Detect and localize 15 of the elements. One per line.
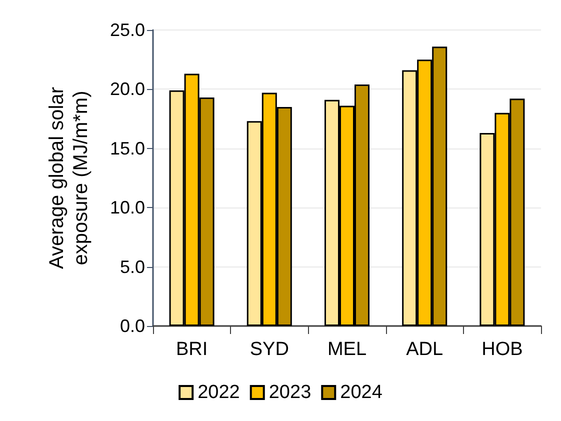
x-tick-label: BRI	[176, 339, 208, 360]
legend-label: 2024	[340, 382, 383, 403]
x-tick-label: MEL	[327, 339, 367, 360]
y-axis-title: Average global solar exposure (MJ/m*m)	[46, 86, 92, 269]
legend-label: 2022	[198, 382, 240, 403]
y-tick-label: 10.0	[110, 198, 145, 218]
x-tick-label: ADL	[406, 339, 444, 360]
x-tick-label: SYD	[250, 339, 289, 360]
x-tick-label: HOB	[482, 339, 523, 360]
legend-label: 2023	[268, 382, 312, 403]
y-tick-label: 0.0	[120, 316, 145, 336]
y-tick-label: 5.0	[120, 256, 145, 277]
y-tick-label: 20.0	[110, 79, 145, 100]
y-tick-label: 25.0	[110, 20, 145, 40]
y-tick-label: 15.0	[110, 138, 145, 158]
